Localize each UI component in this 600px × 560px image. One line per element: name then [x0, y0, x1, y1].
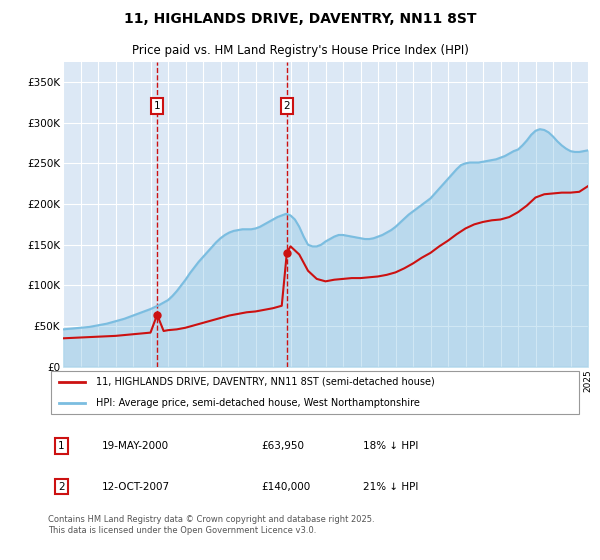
FancyBboxPatch shape: [50, 371, 579, 414]
Text: 11, HIGHLANDS DRIVE, DAVENTRY, NN11 8ST: 11, HIGHLANDS DRIVE, DAVENTRY, NN11 8ST: [124, 12, 476, 26]
Text: 1: 1: [58, 441, 65, 451]
Text: HPI: Average price, semi-detached house, West Northamptonshire: HPI: Average price, semi-detached house,…: [96, 398, 420, 408]
Text: Price paid vs. HM Land Registry's House Price Index (HPI): Price paid vs. HM Land Registry's House …: [131, 44, 469, 57]
Text: £140,000: £140,000: [262, 482, 311, 492]
Text: Contains HM Land Registry data © Crown copyright and database right 2025.
This d: Contains HM Land Registry data © Crown c…: [48, 515, 374, 535]
Text: 21% ↓ HPI: 21% ↓ HPI: [363, 482, 418, 492]
Text: 18% ↓ HPI: 18% ↓ HPI: [363, 441, 418, 451]
Text: £63,950: £63,950: [262, 441, 305, 451]
Text: 12-OCT-2007: 12-OCT-2007: [101, 482, 170, 492]
Text: 2: 2: [284, 101, 290, 111]
Text: 19-MAY-2000: 19-MAY-2000: [101, 441, 169, 451]
Text: 2: 2: [58, 482, 65, 492]
Text: 11, HIGHLANDS DRIVE, DAVENTRY, NN11 8ST (semi-detached house): 11, HIGHLANDS DRIVE, DAVENTRY, NN11 8ST …: [96, 377, 435, 387]
Text: 1: 1: [154, 101, 160, 111]
